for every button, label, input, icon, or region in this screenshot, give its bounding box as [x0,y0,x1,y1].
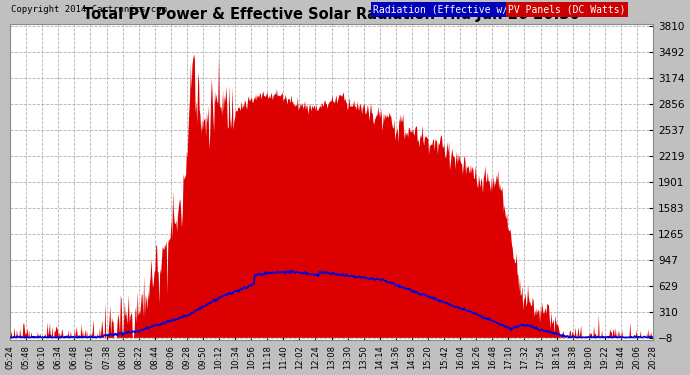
Text: Radiation (Effective w/m2): Radiation (Effective w/m2) [373,4,526,14]
Text: Copyright 2014 Cartronics.com: Copyright 2014 Cartronics.com [11,5,167,14]
Title: Total PV Power & Effective Solar Radiation Thu Jun 26 20:30: Total PV Power & Effective Solar Radiati… [83,8,580,22]
Text: PV Panels (DC Watts): PV Panels (DC Watts) [509,4,626,14]
